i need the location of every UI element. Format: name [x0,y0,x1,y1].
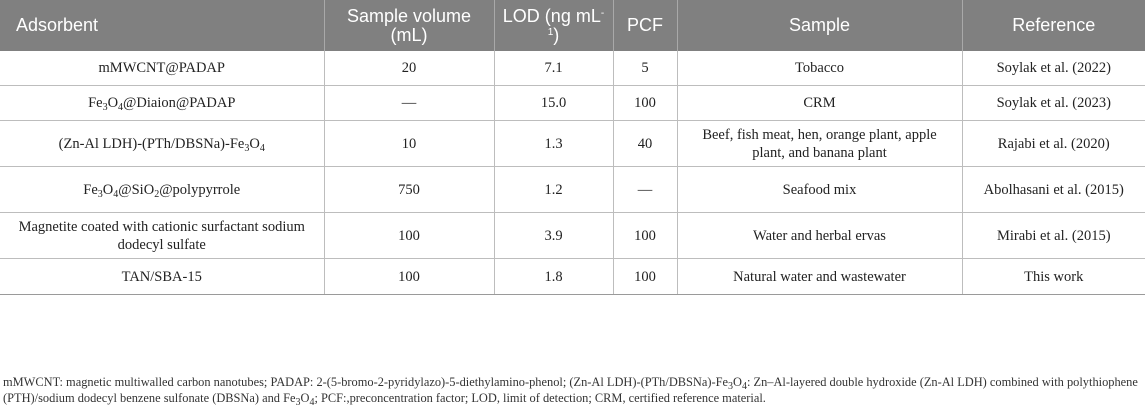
formula-sub: 3 [102,102,108,113]
formula-part: O [249,135,260,152]
header-lod-sup: -1 [547,7,605,38]
table-footnote: mMWCNT: magnetic multiwalled carbon nano… [3,374,1141,408]
header-reference: Reference [962,0,1145,51]
formula-part: O [102,181,114,198]
table-row: mMWCNT@PADAP 20 7.1 5 Tobacco Soylak et … [0,51,1145,86]
cell-sample: Water and herbal ervas [677,212,963,259]
header-sample-volume: Sample volume (mL) [324,0,495,51]
table-row: TAN/SBA-15 100 1.8 100 Natural water and… [0,258,1145,295]
formula-part: O [107,95,119,111]
cell-adsorbent: Fe3O4@SiO2@polypyrrole [0,166,325,213]
cell-reference: Rajabi et al. (2020) [962,120,1145,167]
cell-reference: Mirabi et al. (2015) [962,212,1145,259]
formula-part: @SiO [118,181,155,198]
footnote-text: O [733,375,742,389]
cell-sample: Tobacco [677,51,963,86]
formula-sub: 3 [244,142,250,154]
footnote-text: : Zn–Al-layered double hydroxide (Zn-Al … [3,375,1138,405]
header-lod-end: ) [553,24,560,45]
formula-sub: 4 [113,188,119,200]
cell-volume: — [324,85,495,121]
cell-pcf: 100 [613,212,678,259]
footnote-text: O [300,391,310,405]
footnote-text: ; PCF:,preconcentration factor; LOD, lim… [314,391,766,405]
cell-volume: 100 [324,212,495,259]
cell-volume: 750 [324,166,495,213]
table-row: (Zn-Al LDH)-(PTh/DBSNa)-Fe3O4 10 1.3 40 … [0,120,1145,167]
formula-sub: 3 [97,188,103,200]
cell-volume: 20 [324,51,495,86]
cell-pcf: 100 [613,258,678,295]
footnote-sub: 3 [728,381,734,392]
header-adsorbent: Adsorbent [0,0,325,51]
formula-sub: 2 [154,188,160,200]
header-lod: LOD (ng mL-1) [494,0,614,51]
formula-part: @Diaion@PADAP [123,95,236,111]
cell-sample: Seafood mix [677,166,963,213]
cell-pcf: 5 [613,51,678,86]
table-row: Fe3O4@Diaion@PADAP — 15.0 100 CRM Soylak… [0,85,1145,121]
header-sample: Sample [677,0,963,51]
cell-adsorbent: mMWCNT@PADAP [0,51,325,86]
cell-sample: Natural water and wastewater [677,258,963,295]
comparison-table: Adsorbent Sample volume (mL) LOD (ng mL-… [0,0,1145,295]
cell-sample: Beef, fish meat, hen, orange plant, appl… [677,120,963,167]
cell-sample: CRM [677,85,963,121]
formula-sub: 4 [259,142,265,154]
cell-lod: 1.8 [494,258,614,295]
formula-part: @polypyrrole [159,181,241,198]
header-pcf: PCF [613,0,678,51]
cell-lod: 15.0 [494,85,614,121]
formula-part: (Zn-Al LDH)-(PTh/DBSNa)-Fe [58,135,245,152]
cell-reference: This work [962,258,1145,295]
cell-volume: 100 [324,258,495,295]
footnote-sub: 3 [295,397,301,408]
footnote-sub: 4 [309,397,315,408]
formula-part: Fe [83,181,98,198]
cell-pcf: — [613,166,678,213]
cell-adsorbent: Magnetite coated with cationic surfactan… [0,212,325,259]
formula-sub: 4 [118,102,124,113]
cell-pcf: 40 [613,120,678,167]
table-row: Fe3O4@SiO2@polypyrrole 750 1.2 — Seafood… [0,166,1145,213]
formula-part: Fe [88,95,103,111]
footnote-text: mMWCNT: magnetic multiwalled carbon nano… [3,375,729,389]
header-lod-main: LOD (ng mL [502,5,601,26]
cell-lod: 7.1 [494,51,614,86]
footnote-sub: 4 [741,381,747,392]
cell-pcf: 100 [613,85,678,121]
cell-lod: 1.3 [494,120,614,167]
cell-adsorbent: TAN/SBA-15 [0,258,325,295]
cell-reference: Soylak et al. (2023) [962,85,1145,121]
cell-adsorbent: (Zn-Al LDH)-(PTh/DBSNa)-Fe3O4 [0,120,325,167]
cell-adsorbent: Fe3O4@Diaion@PADAP [0,85,325,121]
table-row: Magnetite coated with cationic surfactan… [0,212,1145,259]
header-row: Adsorbent Sample volume (mL) LOD (ng mL-… [0,0,1145,51]
cell-reference: Soylak et al. (2022) [962,51,1145,86]
cell-lod: 1.2 [494,166,614,213]
cell-volume: 10 [324,120,495,167]
table-header: Adsorbent Sample volume (mL) LOD (ng mL-… [0,0,1145,51]
cell-lod: 3.9 [494,212,614,259]
cell-reference: Abolhasani et al. (2015) [962,166,1145,213]
